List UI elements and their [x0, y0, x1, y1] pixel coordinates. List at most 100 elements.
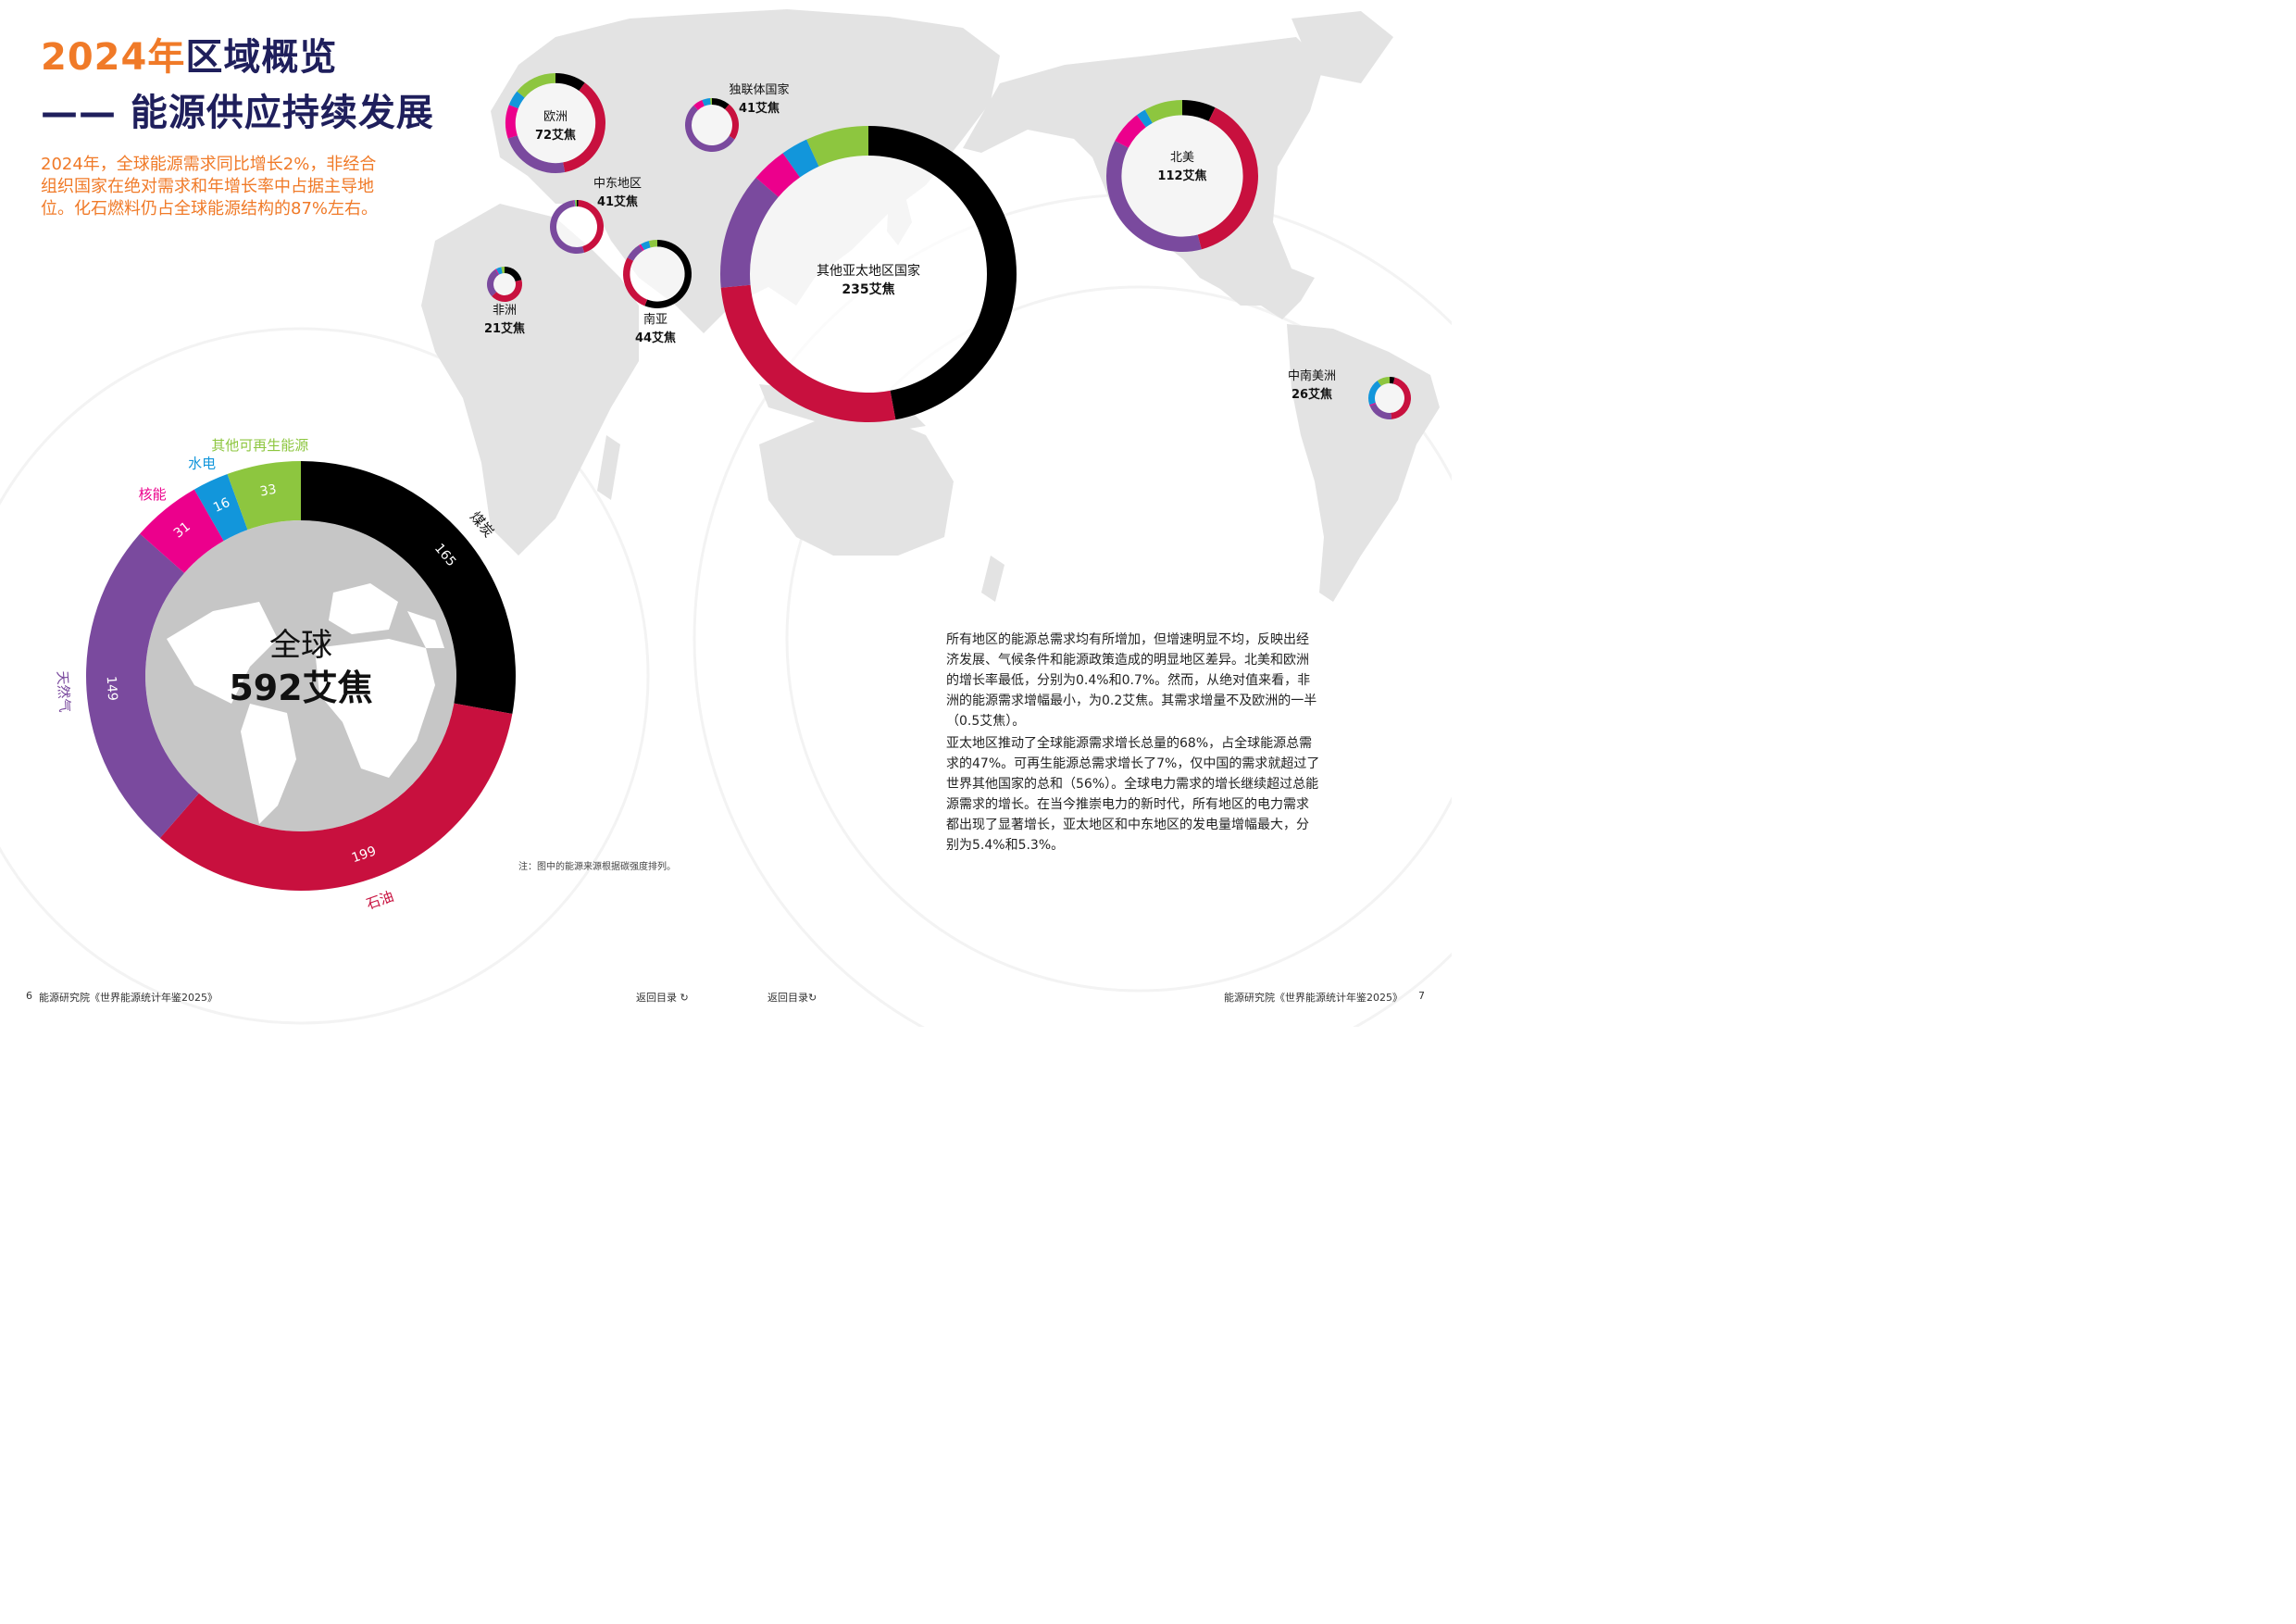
- region-7-slice-gas: [1369, 403, 1392, 419]
- map-figure: 欧洲72艾焦独联体国家41艾焦中东地区41艾焦非洲21艾焦南亚44艾焦其他亚太地…: [0, 9, 1452, 1027]
- region-3-slice-oil: [492, 280, 522, 302]
- region-0-slice-coal: [555, 73, 585, 92]
- global-value-label-hydro: 16: [211, 495, 232, 516]
- region-2-slice-nuclear: [573, 200, 575, 207]
- region-hole: [692, 105, 732, 145]
- map-africa: [421, 204, 639, 556]
- region-5-slice-hydro: [782, 139, 819, 178]
- map-new-zealand: [981, 556, 1004, 602]
- page-title-line-2: —— 能源供应持续发展: [41, 92, 434, 134]
- region-6-slice-renewables: [1144, 100, 1182, 123]
- global-value-label-gas: 149: [104, 676, 120, 702]
- region-6-slice-gas: [1105, 141, 1202, 252]
- region-3-slice-hydro: [495, 267, 503, 275]
- region-2-slice-coal: [577, 200, 579, 207]
- region-donut-7: 中南美洲 26艾焦: [1288, 369, 1411, 419]
- region-3-slice-gas: [486, 269, 499, 297]
- back-to-contents-link-2[interactable]: 返回目录↻: [767, 992, 817, 1004]
- global-category-label-nuclear: 核能: [139, 486, 167, 503]
- region-2-slice-hydro: [574, 200, 576, 207]
- region-5-slice-renewables: [806, 126, 868, 167]
- region-name-label: 独联体国家: [729, 82, 789, 97]
- region-hole: [1121, 115, 1243, 237]
- region-1-slice-coal: [712, 98, 730, 110]
- region-hole: [556, 206, 597, 247]
- region-5-slice-coal: [868, 126, 1017, 420]
- region-1-slice-renewables: [710, 98, 712, 106]
- chart-note: 注：图中的能源来源根据碳强度排列。: [518, 862, 676, 872]
- global-category-label-oil: 石油: [364, 888, 395, 913]
- region-name-label: 中南美洲: [1288, 369, 1336, 383]
- map-greenland: [1292, 11, 1393, 83]
- region-5-slice-oil: [720, 284, 896, 422]
- region-1-slice-nuclear: [693, 100, 705, 110]
- region-donuts: 欧洲72艾焦独联体国家41艾焦中东地区41艾焦非洲21艾焦南亚44艾焦其他亚太地…: [484, 73, 1411, 422]
- region-7-slice-oil: [1391, 377, 1411, 419]
- region-4-slice-hydro: [641, 241, 651, 251]
- region-2-slice-renewables: [575, 200, 577, 207]
- region-1-slice-oil: [725, 104, 740, 140]
- region-2-slice-oil: [578, 200, 604, 253]
- globe-continents: [167, 583, 444, 824]
- region-donut-0: 欧洲 72艾焦: [505, 73, 605, 174]
- page-title-line-1: 2024年区域概览: [41, 35, 337, 80]
- region-5-slice-gas: [720, 177, 779, 288]
- region-6-slice-oil: [1197, 107, 1258, 250]
- region-hole: [493, 273, 516, 295]
- region-7-slice-nuclear: [1369, 403, 1377, 406]
- region-name-label: 南亚: [643, 312, 668, 327]
- region-4-slice-coal: [644, 240, 692, 308]
- region-4-slice-renewables: [648, 240, 657, 248]
- global-slice-coal: [301, 461, 516, 714]
- region-1-slice-hydro: [702, 98, 711, 106]
- region-total-label: 26艾焦: [1292, 387, 1332, 402]
- region-7-slice-hydro: [1368, 381, 1381, 406]
- region-5-slice-nuclear: [755, 153, 801, 197]
- region-total-label: 41艾焦: [597, 194, 638, 209]
- global-category-label-gas: 天然气: [54, 670, 73, 713]
- global-category-label-hydro: 水电: [188, 456, 216, 472]
- map-australia: [759, 412, 954, 556]
- global-title: 全球: [269, 627, 332, 664]
- map-south-america: [1287, 324, 1440, 602]
- global-slice-gas: [85, 533, 199, 839]
- region-hole: [1375, 383, 1404, 413]
- region-donut-2: 中东地区 41艾焦: [550, 177, 642, 254]
- region-name-label: 中东地区: [593, 177, 642, 191]
- region-total-label: 235艾焦: [842, 281, 894, 297]
- region-donut-5: 其他亚太地区国家 235艾焦: [720, 126, 1017, 422]
- region-name-label: 非洲: [493, 304, 517, 318]
- title-year: 2024年: [41, 36, 186, 79]
- region-4-slice-nuclear: [639, 244, 644, 252]
- region-0-slice-gas: [507, 135, 566, 174]
- region-1-slice-gas: [685, 105, 735, 152]
- region-2-slice-gas: [550, 200, 585, 254]
- global-slice-oil: [159, 703, 513, 891]
- region-hole: [630, 246, 685, 302]
- map-eurasia: [491, 9, 1000, 333]
- footer-left-page-number: 6: [26, 990, 32, 1002]
- global-slice-renewables: [227, 461, 301, 531]
- region-total-label: 112艾焦: [1157, 169, 1206, 183]
- body-paragraph-1: 所有地区的能源总需求均有所增加，但增速明显不均，反映出经济发展、气候条件和能源政…: [946, 632, 1317, 729]
- footer-right-title: 能源研究院《世界能源统计年鉴2025》: [1224, 992, 1403, 1004]
- map-madagascar: [597, 435, 620, 500]
- region-name-label: 其他亚太地区国家: [817, 263, 920, 279]
- region-donut-3: 非洲 21艾焦: [484, 267, 525, 336]
- region-6-slice-nuclear: [1115, 115, 1146, 148]
- region-donut-4: 南亚 44艾焦: [623, 240, 692, 345]
- region-6-slice-coal: [1182, 100, 1216, 121]
- region-total-label: 41艾焦: [739, 101, 780, 116]
- region-3-slice-coal: [505, 267, 522, 282]
- region-hole: [515, 82, 596, 164]
- global-slice-hydro: [193, 474, 248, 542]
- global-donut: [85, 461, 516, 891]
- region-hole: [750, 156, 987, 393]
- region-0-slice-oil: [563, 82, 605, 173]
- intro-text: 2024年，全球能源需求同比增长2%，非经合组织国家在绝对需求和年增长率中占据主…: [41, 155, 379, 219]
- region-4-slice-oil: [623, 257, 648, 306]
- region-3-slice-nuclear: [494, 269, 500, 275]
- region-7-slice-coal: [1390, 377, 1395, 384]
- back-to-contents-link[interactable]: 返回目录 ↻: [636, 992, 689, 1004]
